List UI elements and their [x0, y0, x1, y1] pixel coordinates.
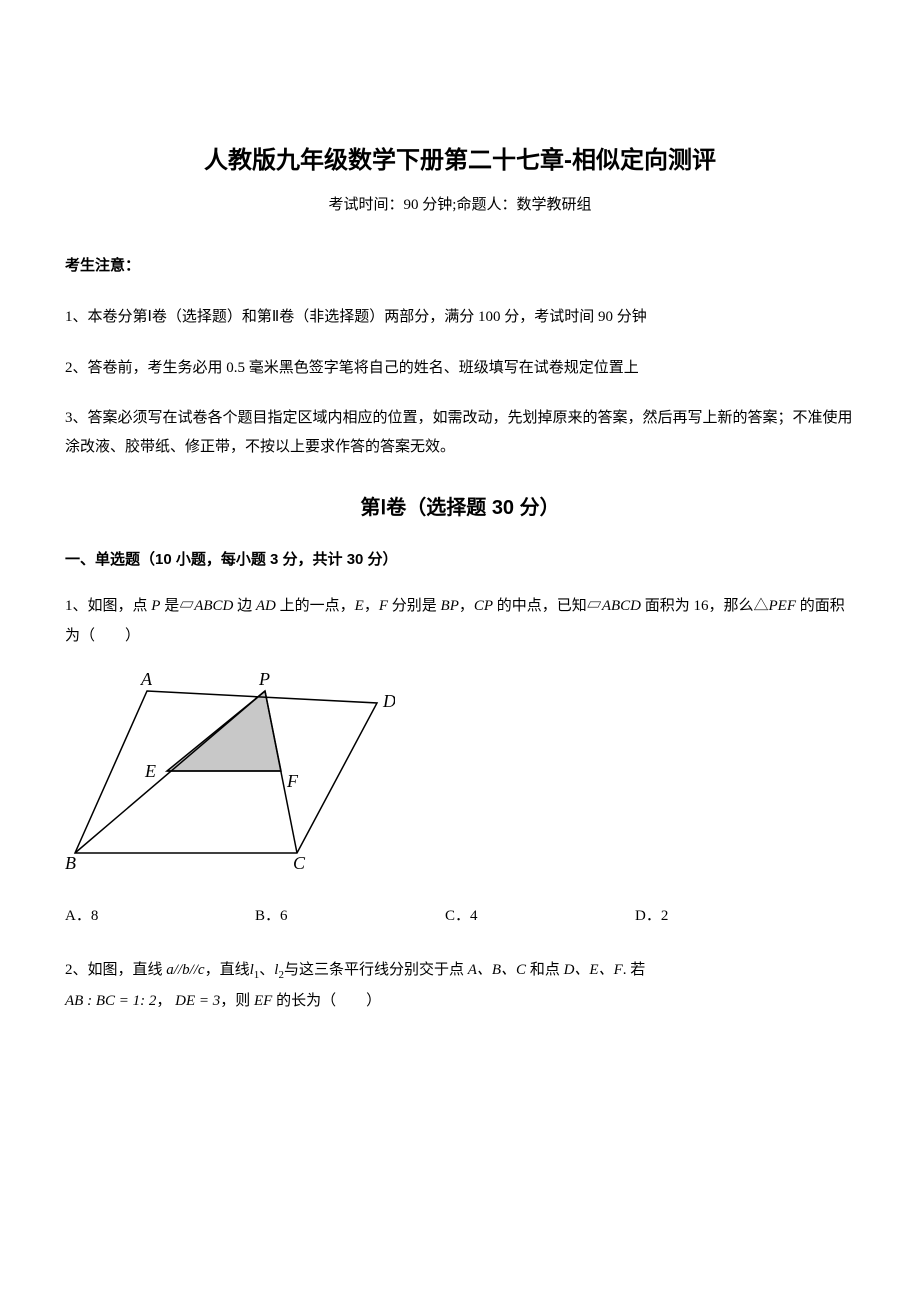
question-1-text: 1、如图，点 P 是▱ABCD 边 AD 上的一点，E，F 分别是 BP，CP … — [65, 591, 855, 651]
instruction-3: 3、答案必须写在试卷各个题目指定区域内相应的位置，如需改动，先划掉原来的答案，然… — [65, 404, 855, 461]
question-1-diagram: A P D B C E F — [65, 671, 855, 876]
question-1-options: A．8 B．6 C．4 D．2 — [65, 904, 855, 925]
q1-t1: 是▱ — [160, 598, 194, 614]
q2-t3: 与这三条平行线分别交于点 — [284, 962, 468, 978]
q1-abcd2: ABCD — [602, 598, 641, 614]
q1-abcd1: ABCD — [194, 598, 233, 614]
svg-text:B: B — [65, 853, 76, 871]
svg-text:F: F — [286, 771, 299, 791]
geometry-diagram: A P D B C E F — [65, 671, 395, 871]
instruction-1: 1、本卷分第Ⅰ卷（选择题）和第Ⅱ卷（非选择题）两部分，满分 100 分，考试时间… — [65, 303, 855, 332]
q1-bp: BP — [441, 598, 459, 614]
svg-text:E: E — [144, 761, 156, 781]
option-d: D．2 — [635, 904, 825, 925]
q2-t8: 的长为（ ） — [272, 993, 381, 1009]
q1-e: E — [355, 598, 364, 614]
q1-prefix: 1、如图，点 — [65, 598, 151, 614]
q1-t7: 的中点，已知▱ — [493, 598, 602, 614]
instruction-2: 2、答卷前，考生务必用 0.5 毫米黑色签字笔将自己的姓名、班级填写在试卷规定位… — [65, 354, 855, 383]
q2-ef: EF — [254, 993, 272, 1009]
q1-t8: 面积为 16，那么△ — [641, 598, 769, 614]
svg-text:D: D — [382, 691, 395, 711]
q2-pts1: A、B、C — [468, 962, 526, 978]
q2-t6: ， — [156, 993, 175, 1009]
q2-abc: a//b//c — [166, 962, 204, 978]
question-2-text: 2、如图，直线 a//b//c，直线l1、l2与这三条平行线分别交于点 A、B、… — [65, 955, 855, 1016]
exam-subtitle: 考试时间：90 分钟;命题人：数学教研组 — [65, 193, 855, 214]
question-group-heading: 一、单选题（10 小题，每小题 3 分，共计 30 分） — [65, 548, 855, 569]
option-c: C．4 — [445, 904, 635, 925]
q1-t2: 边 — [233, 598, 256, 614]
q1-t5: 分别是 — [388, 598, 441, 614]
q2-eq2: DE = 3 — [175, 993, 220, 1009]
svg-text:A: A — [140, 671, 153, 689]
q2-prefix: 2、如图，直线 — [65, 962, 166, 978]
q2-eq1: AB : BC = 1: 2 — [65, 993, 156, 1009]
q1-t3: 上的一点， — [276, 598, 355, 614]
q2-t4: 和点 — [526, 962, 564, 978]
q1-t6: ， — [459, 598, 474, 614]
q2-t5: . 若 — [623, 962, 646, 978]
exam-title: 人教版九年级数学下册第二十七章-相似定向测评 — [65, 140, 855, 175]
q1-ad: AD — [256, 598, 276, 614]
section-heading: 第Ⅰ卷（选择题 30 分） — [65, 491, 855, 520]
q2-t2: 、 — [259, 962, 274, 978]
option-a: A．8 — [65, 904, 255, 925]
q2-t1: ，直线 — [205, 962, 250, 978]
svg-text:P: P — [258, 671, 270, 689]
q1-pef: PEF — [769, 598, 797, 614]
svg-text:C: C — [293, 853, 306, 871]
q1-t4: ， — [364, 598, 379, 614]
q1-cp: CP — [474, 598, 493, 614]
q2-t7: ，则 — [220, 993, 254, 1009]
q1-f: F — [379, 598, 388, 614]
q2-pts2: D、E、F — [564, 962, 623, 978]
notice-heading: 考生注意： — [65, 254, 855, 275]
option-b: B．6 — [255, 904, 445, 925]
